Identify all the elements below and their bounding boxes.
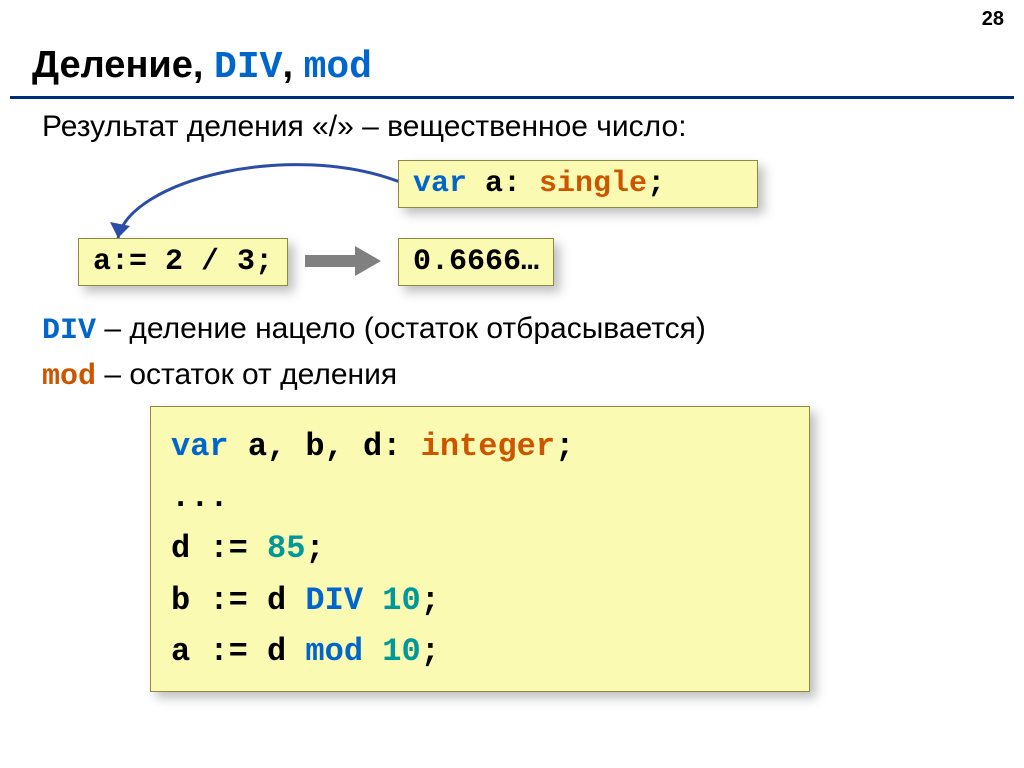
title-div-kw: DIV	[214, 46, 282, 89]
m-l2: ...	[171, 479, 229, 516]
m-l5-pre: a := d	[171, 633, 305, 670]
m-l5-post: ;	[421, 633, 440, 670]
m-l1-var: var	[171, 428, 229, 465]
title-divider	[10, 96, 1014, 99]
page-title: Деление, DIV, mod	[32, 44, 372, 89]
page-number: 28	[982, 8, 1004, 31]
m-l5-kw: mod	[305, 633, 363, 670]
div-description: DIV – деление нацело (остаток отбрасывае…	[42, 312, 706, 348]
codebox-var-decl: var a: single;	[398, 160, 758, 208]
assign-text: a:= 2 / 3;	[93, 245, 273, 279]
m-l4-num: 10	[382, 582, 420, 619]
title-mod-kw: mod	[304, 46, 372, 89]
mod-rest: – остаток от деления	[96, 358, 397, 391]
codebox-assign: a:= 2 / 3;	[78, 238, 288, 286]
arrow-right-icon	[305, 246, 381, 276]
m-l1-mid: a, b, d:	[229, 428, 421, 465]
var-semi: ;	[647, 167, 665, 201]
var-mid: a:	[467, 167, 539, 201]
div-kw: DIV	[42, 314, 96, 348]
m-l1-semi: ;	[555, 428, 574, 465]
m-l4-sp	[363, 582, 382, 619]
m-l3-post: ;	[305, 530, 324, 567]
subtitle: Результат деления «/» – вещественное чис…	[42, 110, 687, 144]
codebox-result: 0.6666…	[398, 238, 554, 286]
div-rest: – деление нацело (остаток отбрасывается)	[96, 312, 706, 345]
result-text: 0.6666…	[413, 245, 539, 279]
m-l5-sp	[363, 633, 382, 670]
m-l4-pre: b := d	[171, 582, 305, 619]
codebox-main: var a, b, d: integer; ... d := 85; b := …	[150, 406, 810, 692]
m-l3-pre: d :=	[171, 530, 267, 567]
m-l1-type: integer	[421, 428, 555, 465]
title-comma1: ,	[193, 44, 214, 86]
var-kw: var	[413, 167, 467, 201]
mod-kw: mod	[42, 360, 96, 394]
var-type: single	[539, 167, 647, 201]
title-comma2: ,	[282, 44, 303, 86]
m-l4-kw: DIV	[305, 582, 363, 619]
mod-description: mod – остаток от деления	[42, 358, 397, 394]
title-part1: Деление	[32, 44, 193, 86]
m-l3-num: 85	[267, 530, 305, 567]
m-l4-post: ;	[421, 582, 440, 619]
connector-curve	[90, 160, 410, 250]
m-l5-num: 10	[382, 633, 420, 670]
